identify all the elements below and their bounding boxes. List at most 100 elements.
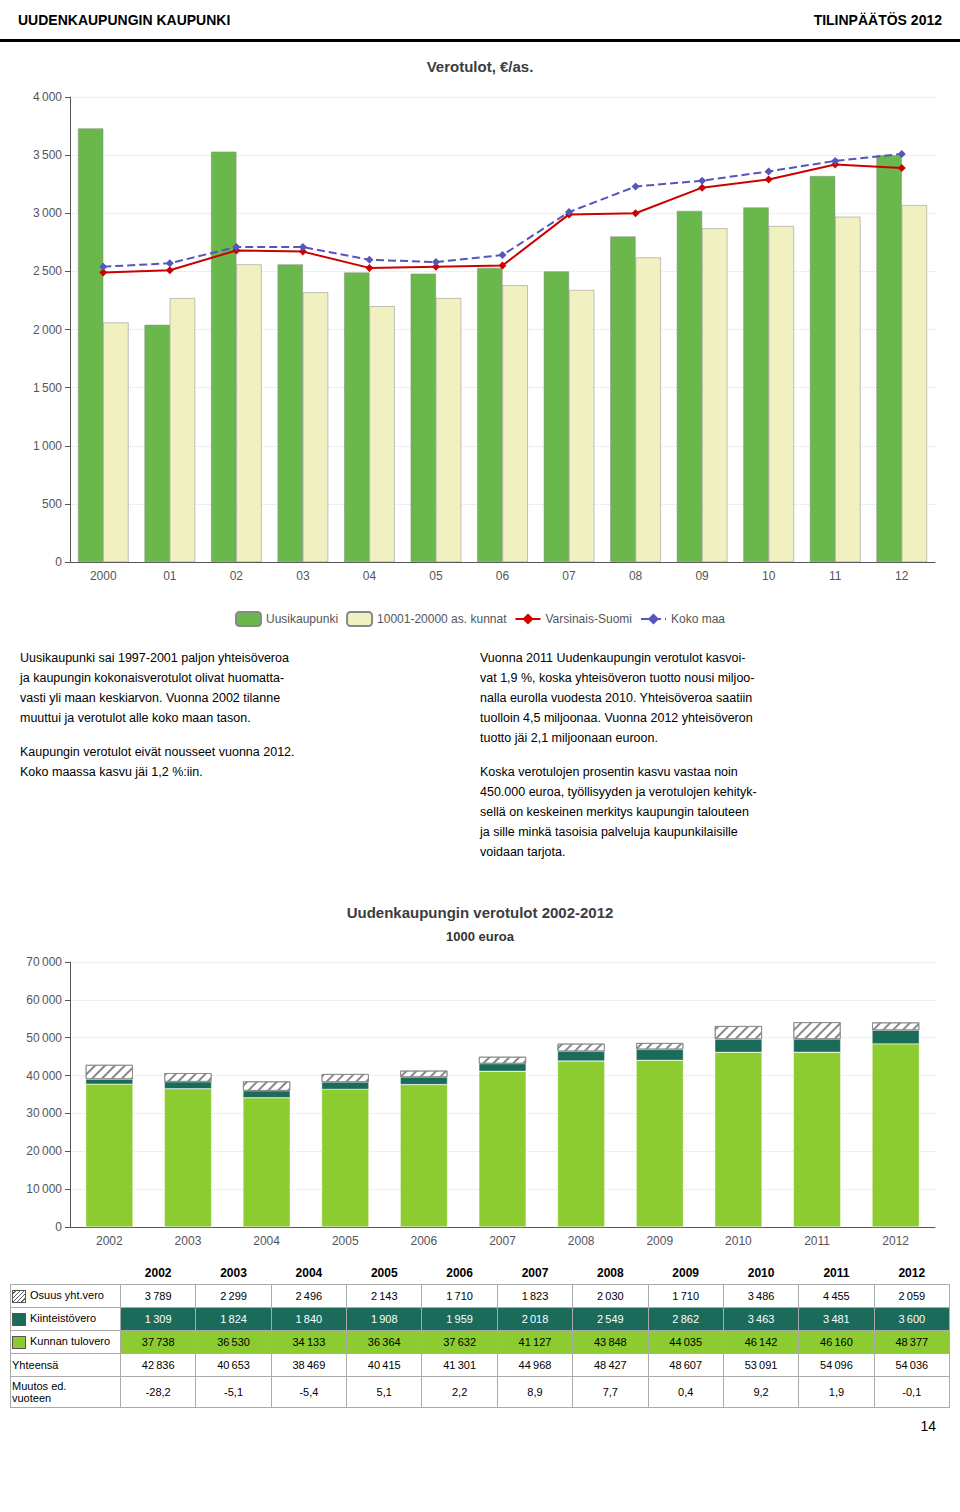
- svg-text:70 000: 70 000: [26, 955, 62, 969]
- html-text:UUDENKAUPUNGIN KAUPUNKI: UUDENKAUPUNGIN KAUPUNKI: [18, 11, 231, 28]
- svg-text:1 000: 1 000: [33, 439, 62, 453]
- html-text:3 463: 3 463: [747, 1313, 775, 1325]
- html-text:2009: 2009: [672, 1266, 699, 1280]
- html-text:TILINPÄÄTÖS 2012: TILINPÄÄTÖS 2012: [813, 11, 942, 28]
- html-text:44 035: 44 035: [669, 1336, 703, 1348]
- html-text:3 481: 3 481: [823, 1313, 850, 1325]
- svg-text:03: 03: [296, 569, 310, 583]
- html-text:2 496: 2 496: [295, 1290, 323, 1302]
- html-text:4 455: 4 455: [823, 1290, 850, 1302]
- svg-text:40 000: 40 000: [26, 1069, 62, 1083]
- html-text:1 824: 1 824: [220, 1313, 247, 1325]
- html-text:Osuus yht.vero: Osuus yht.vero: [30, 1289, 104, 1302]
- html-text:2 862: 2 862: [672, 1313, 699, 1325]
- svg-text:Uudenkaupungin verotulot 2002-: Uudenkaupungin verotulot 2002-2012: [347, 904, 614, 921]
- svg-text:2007: 2007: [489, 1234, 516, 1248]
- html-text:3 789: 3 789: [144, 1290, 172, 1302]
- html-text:41 127: 41 127: [518, 1336, 552, 1348]
- html-text:1 840: 1 840: [295, 1313, 323, 1325]
- svg-text:10: 10: [762, 569, 776, 583]
- svg-text:1000 euroa: 1000 euroa: [446, 929, 515, 944]
- html-text:2 143: 2 143: [370, 1290, 398, 1302]
- svg-text:02: 02: [230, 569, 244, 583]
- html-text:2006: 2006: [446, 1266, 473, 1280]
- html-text:37 738: 37 738: [141, 1336, 175, 1348]
- svg-text:04: 04: [363, 569, 377, 583]
- html-text:2003: 2003: [220, 1266, 247, 1280]
- svg-text:Koko maa: Koko maa: [671, 612, 725, 626]
- svg-text:2010: 2010: [725, 1234, 752, 1248]
- svg-text:08: 08: [629, 569, 643, 583]
- svg-text:2 500: 2 500: [33, 264, 62, 278]
- html-text:2002: 2002: [144, 1266, 172, 1280]
- html-text:1 959: 1 959: [446, 1313, 473, 1325]
- svg-text:2002: 2002: [96, 1234, 123, 1248]
- html-text:3 600: 3 600: [898, 1313, 926, 1325]
- html-text:1 309: 1 309: [144, 1313, 172, 1325]
- html-text:43 848: 43 848: [593, 1336, 627, 1348]
- svg-text:10001-20000 as. kunnat: 10001-20000 as. kunnat: [377, 612, 507, 626]
- svg-text:Uusikaupunki: Uusikaupunki: [266, 612, 338, 626]
- html-text:2005: 2005: [370, 1266, 398, 1280]
- svg-text:05: 05: [429, 569, 443, 583]
- html-text:2 030: 2 030: [597, 1290, 624, 1302]
- svg-text:30 000: 30 000: [26, 1106, 62, 1120]
- html-text:Koska verotulojen prosentin ka: Koska verotulojen prosentin kasvu vastaa…: [480, 765, 757, 859]
- html-text:3 486: 3 486: [747, 1290, 775, 1302]
- svg-text:2008: 2008: [568, 1234, 595, 1248]
- svg-text:2011: 2011: [804, 1234, 830, 1248]
- svg-text:12: 12: [895, 569, 909, 583]
- svg-text:07: 07: [562, 569, 576, 583]
- svg-text:50 000: 50 000: [26, 1031, 62, 1045]
- html-text:2008: 2008: [597, 1266, 624, 1280]
- svg-text:2006: 2006: [411, 1234, 438, 1248]
- svg-text:4 000: 4 000: [33, 90, 62, 104]
- html-text:2 059: 2 059: [898, 1290, 926, 1302]
- html-text:36 364: 36 364: [367, 1336, 401, 1348]
- svg-text:0: 0: [55, 555, 62, 569]
- html-text:Muutos ed. vuoteen: Muutos ed. vuoteen: [12, 1380, 67, 1404]
- svg-text:2012: 2012: [882, 1234, 909, 1248]
- svg-text:11: 11: [829, 569, 842, 583]
- html-text:37 632: 37 632: [443, 1336, 476, 1348]
- svg-text:09: 09: [695, 569, 709, 583]
- html-text:1 823: 1 823: [521, 1290, 549, 1302]
- svg-text:10 000: 10 000: [26, 1182, 62, 1196]
- html-text:2007: 2007: [521, 1266, 549, 1280]
- svg-text:2000: 2000: [90, 569, 117, 583]
- html-text:2 299: 2 299: [220, 1290, 247, 1302]
- svg-text:500: 500: [42, 497, 62, 511]
- html-text:36 530: 36 530: [217, 1336, 250, 1348]
- svg-text:1 500: 1 500: [33, 381, 62, 395]
- svg-text:3 000: 3 000: [33, 206, 62, 220]
- svg-text:2004: 2004: [253, 1234, 280, 1248]
- html-text:1 908: 1 908: [370, 1313, 398, 1325]
- svg-text:01: 01: [163, 569, 177, 583]
- html-text:2010: 2010: [747, 1266, 775, 1280]
- html-text:34 133: 34 133: [292, 1336, 326, 1348]
- html-text:2012: 2012: [898, 1266, 926, 1280]
- html-text:2 549: 2 549: [597, 1313, 624, 1325]
- html-text:2011: 2011: [823, 1266, 850, 1280]
- html-text:14: 14: [920, 1418, 936, 1434]
- svg-text:Varsinais-Suomi: Varsinais-Suomi: [545, 612, 631, 626]
- svg-text:2005: 2005: [332, 1234, 359, 1248]
- svg-text:2 000: 2 000: [33, 323, 62, 337]
- svg-text:2003: 2003: [175, 1234, 202, 1248]
- html-text:1 710: 1 710: [446, 1290, 473, 1302]
- svg-text:06: 06: [496, 569, 510, 583]
- html-text:Kunnan tulovero: Kunnan tulovero: [30, 1335, 111, 1348]
- svg-text:20 000: 20 000: [26, 1144, 62, 1158]
- svg-text:0: 0: [55, 1220, 62, 1234]
- html-text:Kaupungin verotulot eivät nous: Kaupungin verotulot eivät nousseet vuonn…: [20, 745, 295, 779]
- html-text:Vuonna 2011 Uudenkaupungin ver: Vuonna 2011 Uudenkaupungin verotulot kas…: [480, 651, 755, 745]
- svg-text:Verotulot, €/as.: Verotulot, €/as.: [427, 58, 534, 75]
- html-text:2004: 2004: [295, 1266, 323, 1280]
- svg-text:2009: 2009: [646, 1234, 673, 1248]
- svg-text:3 500: 3 500: [33, 148, 62, 162]
- html-text:Uusikaupunki sai 1997-2001 pal: Uusikaupunki sai 1997-2001 paljon yhteis…: [20, 651, 289, 725]
- svg-text:60 000: 60 000: [26, 993, 62, 1007]
- html-text:1 710: 1 710: [672, 1290, 699, 1302]
- html-text:2 018: 2 018: [521, 1313, 549, 1325]
- html-text:Kiinteistövero: Kiinteistövero: [30, 1312, 96, 1325]
